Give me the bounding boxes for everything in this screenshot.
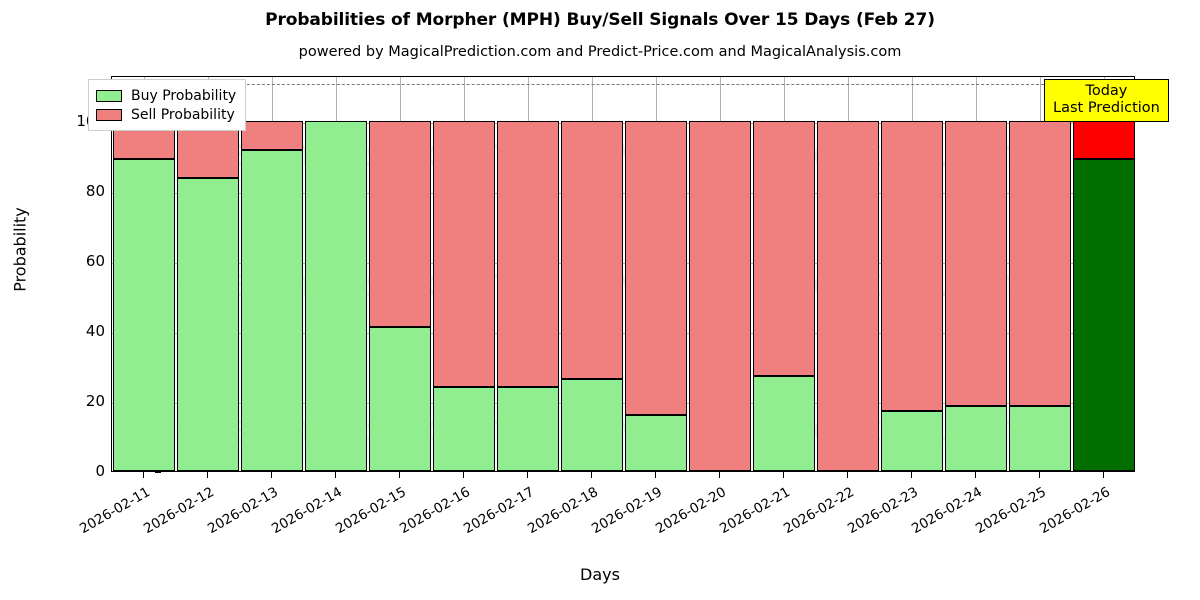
- bar-segment-buy: [561, 378, 623, 471]
- bar-today: [1073, 77, 1134, 471]
- bar-group: [881, 77, 943, 471]
- bar-group: [113, 77, 175, 471]
- x-axis-tick-mark: [143, 472, 145, 478]
- bar-segment-buy: [113, 159, 175, 471]
- today-callout-line1: Today: [1085, 83, 1128, 99]
- bar-segment-sell: [1073, 120, 1134, 160]
- gridline-horizontal: [112, 122, 1134, 124]
- bar-segment-buy: [1073, 159, 1134, 471]
- bar-group: [497, 77, 559, 471]
- x-axis-tick-mark: [1103, 472, 1105, 478]
- bar-group: [305, 77, 367, 471]
- bar-segment-buy: [1009, 406, 1071, 471]
- bar-segment-sell: [945, 120, 1007, 407]
- x-axis-tick-mark: [335, 472, 337, 478]
- y-axis-tick-label: 40: [85, 321, 105, 340]
- bar-group: [369, 77, 431, 471]
- reference-line: [112, 84, 1134, 85]
- y-axis-tick-label: 60: [85, 251, 105, 270]
- bar-group: [433, 77, 495, 471]
- bar-segment-sell: [625, 120, 687, 415]
- bar-group: [945, 77, 1007, 471]
- bar-segment-sell: [1009, 120, 1071, 407]
- bar-group: [817, 77, 879, 471]
- x-axis-tick-mark: [655, 472, 657, 478]
- bar-group: [625, 77, 687, 471]
- bar-group: [753, 77, 815, 471]
- x-axis-tick-mark: [1039, 472, 1041, 478]
- bar-group: [1009, 77, 1071, 471]
- y-axis-tick-mark: [155, 472, 161, 474]
- today-callout: Today Last Prediction: [1044, 79, 1169, 123]
- bar-segment-buy: [369, 327, 431, 471]
- legend-label-buy: Buy Probability: [131, 87, 237, 104]
- bar-segment-buy: [241, 150, 303, 471]
- legend-item-buy: Buy Probability: [96, 86, 236, 105]
- bar-segment-sell: [817, 120, 879, 471]
- x-axis-tick-mark: [719, 472, 721, 478]
- bar-segment-buy: [177, 178, 239, 471]
- bar-group: [561, 77, 623, 471]
- bar-segment-buy: [625, 414, 687, 471]
- chart-title: Probabilities of Morpher (MPH) Buy/Sell …: [265, 10, 935, 30]
- legend-swatch-sell-icon: [96, 108, 122, 121]
- x-axis-tick-mark: [463, 472, 465, 478]
- bar-segment-sell: [561, 120, 623, 379]
- y-axis-label: Probability: [10, 207, 30, 292]
- legend-label-sell: Sell Probability: [131, 106, 235, 123]
- bar-segment-sell: [753, 120, 815, 377]
- x-axis-tick-mark: [207, 472, 209, 478]
- x-axis-tick-mark: [399, 472, 401, 478]
- gridline-horizontal: [112, 192, 1134, 194]
- bar-segment-buy: [305, 120, 367, 471]
- gridline-horizontal: [112, 402, 1134, 404]
- gridline-horizontal: [112, 262, 1134, 264]
- bar-segment-buy: [433, 386, 495, 471]
- bar-segment-sell: [369, 120, 431, 328]
- gridline-horizontal: [112, 332, 1134, 334]
- bar-group: [689, 77, 751, 471]
- y-axis-tick-label: 20: [85, 391, 105, 410]
- legend-swatch-buy-icon: [96, 89, 122, 102]
- legend-item-sell: Sell Probability: [96, 105, 236, 124]
- y-axis-tick-label: 80: [85, 181, 105, 200]
- x-axis-tick-mark: [783, 472, 785, 478]
- bar-segment-sell: [241, 120, 303, 151]
- bar-segment-sell: [689, 120, 751, 471]
- x-axis-tick-mark: [975, 472, 977, 478]
- bar-segment-sell: [881, 120, 943, 412]
- bar-segment-buy: [881, 411, 943, 471]
- x-axis-tick-mark: [911, 472, 913, 478]
- x-axis-tick-mark: [591, 472, 593, 478]
- x-axis-tick-mark: [271, 472, 273, 478]
- bar-segment-sell: [497, 120, 559, 387]
- bar-segment-sell: [433, 120, 495, 387]
- plot-area: MagicalAnalysis.comMagicalPrediction.com…: [111, 76, 1135, 472]
- chart-legend: Buy Probability Sell Probability: [88, 79, 247, 131]
- chart-subtitle: powered by MagicalPrediction.com and Pre…: [298, 44, 902, 60]
- x-axis-tick-mark: [847, 472, 849, 478]
- x-axis-label: Days: [580, 565, 620, 584]
- bar-segment-buy: [753, 376, 815, 471]
- bar-segment-buy: [497, 386, 559, 471]
- today-callout-line2: Last Prediction: [1053, 100, 1160, 117]
- bar-segment-buy: [945, 406, 1007, 471]
- y-axis-tick-label: 0: [95, 462, 105, 480]
- bar-group: [177, 77, 239, 471]
- bar-group: [241, 77, 303, 471]
- x-axis-tick-mark: [527, 472, 529, 478]
